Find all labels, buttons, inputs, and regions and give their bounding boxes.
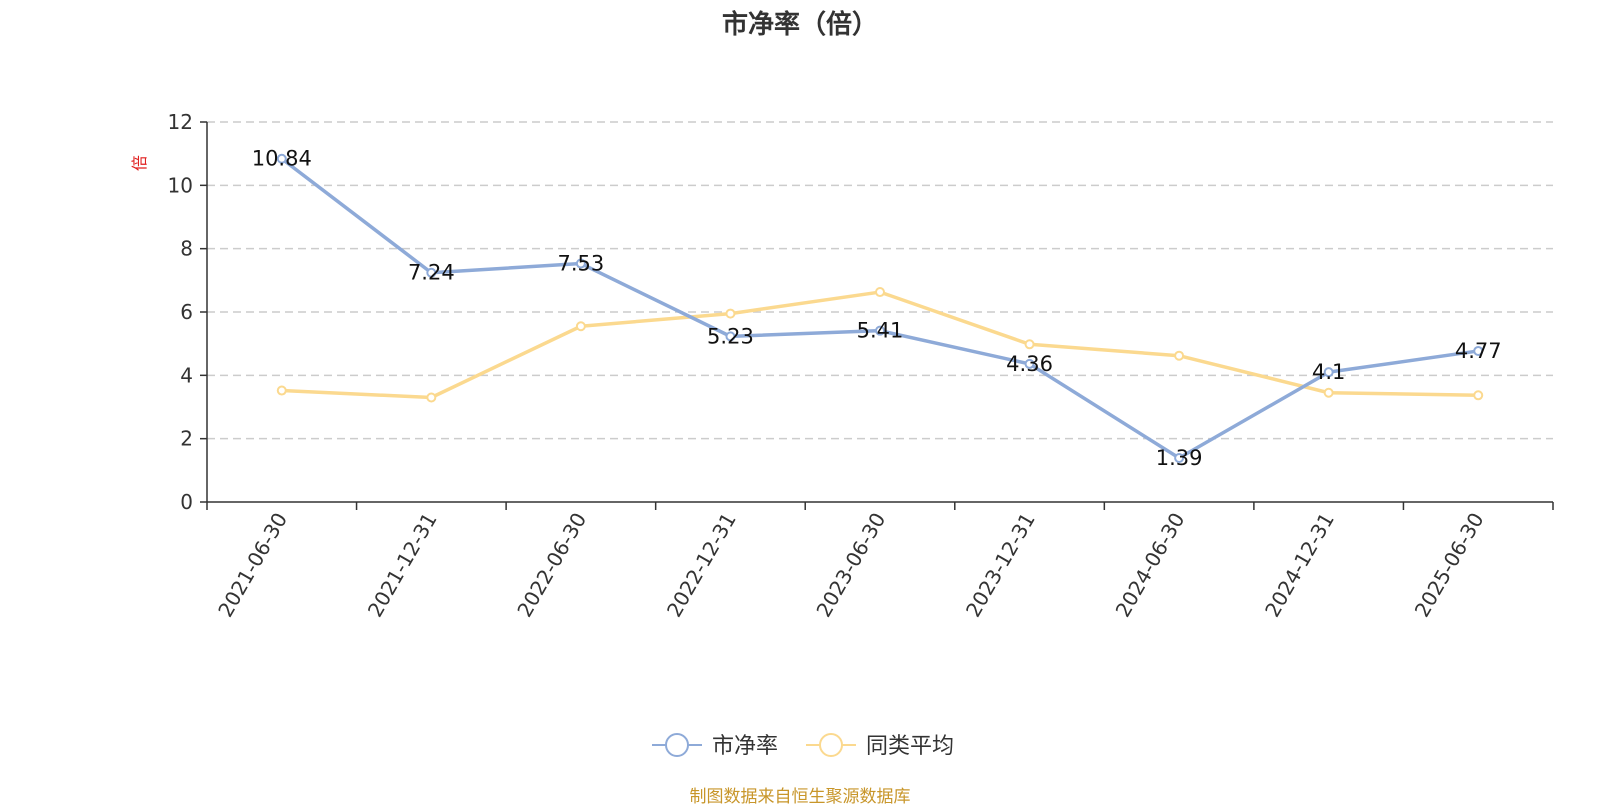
data-point [426,392,437,403]
data-label: 5.41 [857,319,904,343]
data-point [875,325,885,336]
y-tick-label: 6 [180,300,193,324]
data-labels: 10.84 7.24 7.53 5.23 5.41 4.36 1.39 4.1 4.77 [252,147,1502,470]
legend-item[interactable]: 同类平均 [806,733,954,759]
y-tick-label: 2 [180,427,193,451]
legend[interactable]: 市净率 同类平均 [652,733,954,759]
data-label: 4.1 [1312,360,1345,384]
data-point [875,287,885,298]
data-point [1323,387,1334,398]
data-point [1473,390,1484,401]
x-tick-label: 2021-12-31 [363,509,442,622]
series-line [280,157,1479,460]
data-point [725,308,736,319]
data-label: 5.23 [707,324,754,348]
data-label: 1.39 [1156,446,1203,470]
data-point [725,331,736,342]
x-tick-label: 2024-06-30 [1111,509,1190,622]
y-tick-label: 12 [168,110,193,134]
data-label: 4.77 [1455,339,1502,363]
legend-item[interactable]: 市净率 [652,733,778,759]
y-tick-label: 8 [180,237,193,261]
y-axis-unit-label: 倍 [130,155,149,171]
legend-label: 市净率 [712,734,778,759]
data-point [1323,367,1334,378]
y-tick-label: 0 [180,490,193,514]
x-tick-label: 2022-06-30 [512,509,591,622]
data-label: 4.36 [1006,352,1053,376]
series-line [281,290,1479,400]
data-point [1174,452,1185,463]
x-tick-label: 2023-06-30 [811,509,890,622]
x-tick-label: 2024-12-31 [1260,509,1339,622]
data-point [575,258,586,269]
y-tick-label: 10 [168,173,193,197]
x-tick-label: 2025-06-30 [1410,509,1489,622]
data-point [276,385,287,396]
x-tick-label: 2023-12-31 [961,509,1040,622]
series-group [276,153,1484,463]
data-point [1024,358,1035,369]
data-label: 7.53 [558,252,605,276]
data-point [426,267,437,278]
data-point [1024,339,1035,350]
legend-marker [665,733,689,757]
data-point [575,321,586,332]
x-tick-label: 2021-06-30 [213,509,292,622]
data-label: 7.24 [408,261,455,285]
data-point [276,153,287,164]
source-footer: 制图数据来自恒生聚源数据库 [689,787,911,807]
chart-title: 市净率（倍） [721,10,878,40]
x-tick-label: 2022-12-31 [662,509,741,622]
data-label: 10.84 [252,147,312,171]
legend-label: 同类平均 [866,734,954,759]
data-point [1174,350,1185,361]
y-tick-label: 4 [180,363,193,387]
data-point [1473,345,1484,356]
legend-marker [819,733,843,757]
